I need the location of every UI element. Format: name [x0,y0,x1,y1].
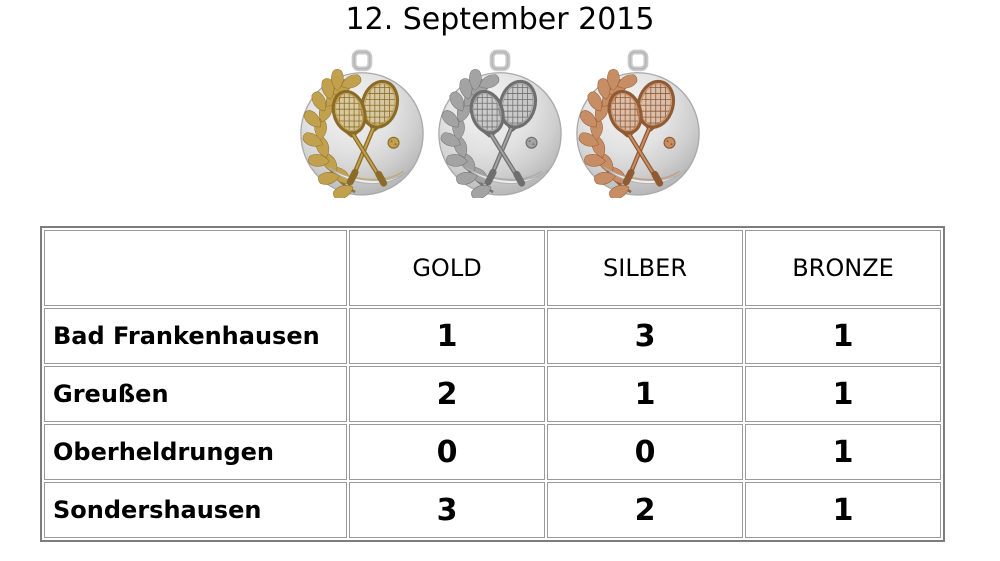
bronze-count-cell: 1 [745,308,941,364]
team-name-cell: Greußen [44,366,347,422]
table-header-row: GOLD SILBER BRONZE [44,230,941,306]
gold-count-cell: 1 [349,308,545,364]
table-row: Bad Frankenhausen 1 3 1 [44,308,941,364]
team-name-cell: Sondershausen [44,482,347,538]
bronze-medal-image [569,48,707,198]
gold-count-cell: 0 [349,424,545,480]
column-header-gold: GOLD [349,230,545,306]
medal-count-table: GOLD SILBER BRONZE Bad Frankenhausen 1 3… [40,226,945,542]
bronze-medal-icon [569,48,707,198]
table-corner-cell [44,230,347,306]
team-name-cell: Bad Frankenhausen [44,308,347,364]
gold-count-cell: 3 [349,482,545,538]
gold-medal-image [293,48,431,198]
column-header-bronze: BRONZE [745,230,941,306]
medal-images-row [0,48,1000,198]
silber-count-cell: 3 [547,308,743,364]
bronze-count-cell: 1 [745,424,941,480]
silber-count-cell: 2 [547,482,743,538]
silver-medal-image [431,48,569,198]
gold-medal-icon [293,48,431,198]
team-name-cell: Oberheldrungen [44,424,347,480]
table-row: Oberheldrungen 0 0 1 [44,424,941,480]
bronze-count-cell: 1 [745,366,941,422]
page-title: 12. September 2015 [345,2,655,37]
bronze-count-cell: 1 [745,482,941,538]
table-row: Greußen 2 1 1 [44,366,941,422]
silber-count-cell: 1 [547,366,743,422]
column-header-silber: SILBER [547,230,743,306]
silver-medal-icon [431,48,569,198]
table-row: Sondershausen 3 2 1 [44,482,941,538]
gold-count-cell: 2 [349,366,545,422]
silber-count-cell: 0 [547,424,743,480]
